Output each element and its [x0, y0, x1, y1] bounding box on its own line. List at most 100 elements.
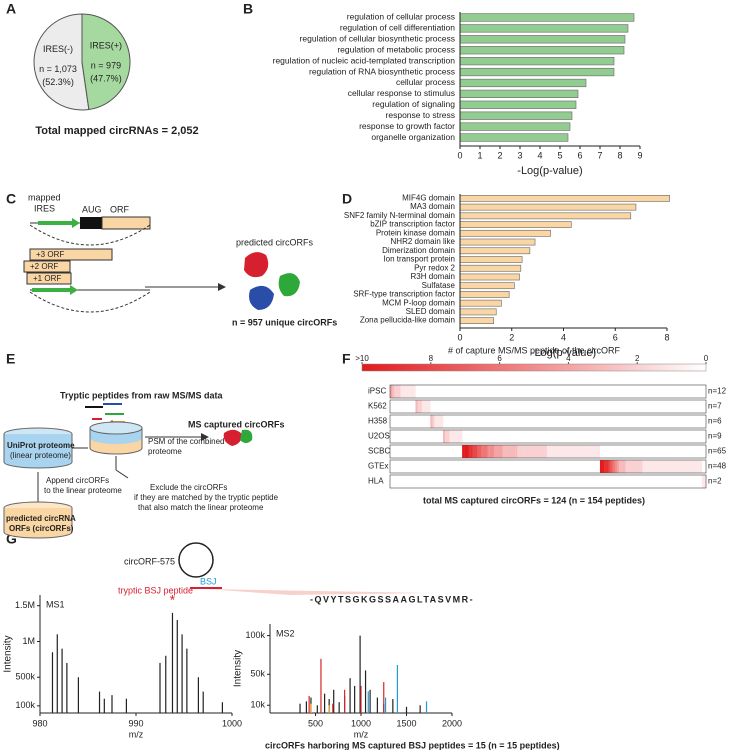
bar — [459, 317, 494, 324]
category-label: regulation of cell differentiation — [340, 23, 455, 33]
label: UniProt proteome — [7, 441, 75, 450]
category-label: regulation of nucleic acid-templated tra… — [273, 55, 456, 65]
heat-cell — [663, 460, 666, 473]
percent-label: (47.7%) — [90, 74, 122, 84]
x-tick-label: 8 — [617, 150, 622, 160]
label: (linear proteome) — [10, 451, 71, 460]
heat-cell — [680, 460, 683, 473]
frame-box — [29, 248, 113, 261]
y-tick-label: 10k — [250, 700, 265, 710]
category-label: cellular response to stimulus — [348, 88, 455, 98]
pie-slice — [33, 13, 90, 111]
label: ORFs (circORFs) — [9, 524, 74, 533]
heat-cell — [411, 385, 414, 398]
heat-cell — [621, 460, 624, 473]
bar — [459, 67, 615, 77]
protein-blob — [223, 429, 242, 446]
heat-cell — [392, 385, 395, 398]
y-tick-label: 1.5M — [15, 600, 35, 610]
heat-cell — [519, 445, 522, 458]
heat-cell — [551, 445, 554, 458]
label: MS captured circORFs — [188, 419, 285, 429]
heat-cell — [695, 460, 698, 473]
heat-cell — [455, 430, 459, 443]
panel-label: C — [6, 191, 16, 207]
bar — [459, 282, 515, 290]
heat-cell — [608, 460, 611, 473]
heat-cell — [657, 460, 660, 473]
bar — [459, 308, 497, 316]
heat-cell — [616, 460, 620, 473]
category-label: regulation of cellular process — [347, 12, 455, 22]
database — [89, 421, 143, 435]
heat-cell — [406, 385, 410, 398]
value-label: n = 1,073 — [39, 64, 77, 74]
heat-cell — [638, 460, 641, 473]
y-tick-label: 500k — [15, 672, 35, 682]
heat-cell — [440, 415, 444, 428]
heat-cell — [438, 415, 442, 428]
circ-rna — [178, 542, 214, 578]
heat-cell — [591, 445, 594, 458]
row-label: SCBC — [368, 447, 390, 456]
category-label: bZIP transcription factor — [370, 220, 455, 229]
ires-arrow — [70, 285, 78, 295]
heat-cell — [693, 460, 696, 473]
y-tick-label: 100k — [245, 630, 265, 640]
bar — [459, 13, 635, 22]
heat-cell — [599, 460, 603, 473]
aug-box — [80, 217, 102, 229]
heat-cell — [636, 460, 639, 473]
x-tick-label: 500 — [308, 718, 323, 728]
x-tick-label: 980 — [32, 718, 47, 728]
heat-cell — [642, 460, 645, 473]
bar — [459, 100, 577, 109]
orf-box — [101, 216, 151, 230]
row-label: K562 — [368, 402, 387, 411]
heat-cell — [474, 445, 478, 458]
heat-cell — [472, 445, 476, 458]
arrow — [115, 456, 129, 479]
category-label: Pyr redox 2 — [414, 263, 455, 272]
bar — [459, 238, 536, 246]
category-label: response to growth factor — [359, 121, 455, 131]
ires-arrow — [72, 218, 80, 228]
x-tick-label: 5 — [557, 150, 562, 160]
heat-cell — [479, 445, 482, 458]
percent-label: (52.3%) — [42, 77, 74, 87]
count-label: n=2 — [708, 477, 722, 486]
category-label: MIF4G domain — [402, 193, 455, 202]
slice-label: IRES(+) — [90, 41, 122, 51]
category-label: SNF2 family N-terminal domain — [344, 211, 455, 220]
label: Exclude the circORFs — [150, 483, 227, 492]
heat-cell — [525, 445, 529, 458]
chart-title: Total mapped circRNAs = 2,052 — [35, 125, 198, 137]
heat-cell — [491, 445, 495, 458]
label: Append circORFs — [46, 476, 109, 485]
bar — [459, 203, 637, 211]
colorbar-tick-label: 6 — [497, 354, 502, 363]
heat-cell — [402, 385, 406, 398]
row-frame — [389, 384, 707, 399]
heat-cell — [576, 445, 579, 458]
heat-cell — [517, 445, 520, 458]
heat-cell — [434, 415, 437, 428]
bar — [459, 46, 625, 55]
category-label: MCM P-loop domain — [382, 298, 455, 307]
heat-cell — [544, 445, 548, 458]
bar — [459, 256, 523, 263]
label: n = 957 unique circORFs — [232, 317, 337, 327]
heat-cell — [483, 445, 486, 458]
x-tick-label: 3 — [517, 150, 522, 160]
heat-cell — [489, 445, 492, 458]
heat-cell — [432, 415, 435, 428]
heat-cell — [631, 460, 635, 473]
colorbar-tick-label: 2 — [635, 354, 640, 363]
heat-cell — [443, 430, 446, 443]
heat-cell — [534, 445, 537, 458]
arrow — [218, 283, 226, 291]
heat-cell — [466, 445, 469, 458]
heat-cell — [400, 385, 403, 398]
label: AUG — [82, 204, 102, 214]
heat-cell — [415, 400, 418, 413]
